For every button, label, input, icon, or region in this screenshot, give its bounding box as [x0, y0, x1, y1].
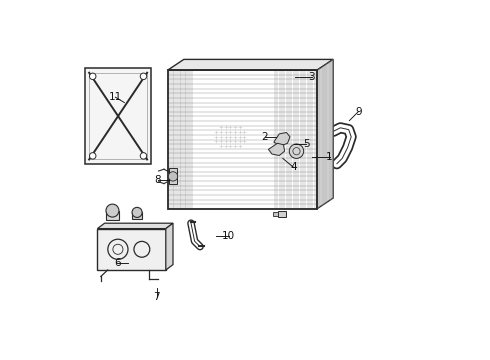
- Text: 2: 2: [262, 132, 268, 142]
- Text: 10: 10: [222, 231, 235, 241]
- Text: 3: 3: [308, 72, 315, 82]
- Text: 11: 11: [109, 92, 122, 102]
- Bar: [278, 211, 286, 217]
- Text: 6: 6: [114, 258, 121, 268]
- Circle shape: [90, 73, 96, 80]
- Bar: [168, 70, 317, 209]
- Bar: [98, 229, 166, 270]
- Polygon shape: [317, 59, 333, 209]
- Circle shape: [140, 153, 147, 159]
- Bar: [170, 168, 176, 184]
- Polygon shape: [269, 143, 285, 156]
- Polygon shape: [98, 223, 173, 229]
- Text: 1: 1: [326, 152, 333, 162]
- Circle shape: [90, 153, 96, 159]
- Circle shape: [106, 204, 119, 217]
- Bar: [132, 212, 142, 219]
- Text: 9: 9: [355, 107, 362, 117]
- Text: 5: 5: [303, 139, 310, 149]
- Bar: [106, 211, 119, 220]
- Polygon shape: [274, 132, 290, 146]
- Bar: [89, 73, 147, 159]
- Circle shape: [140, 73, 147, 80]
- Bar: [168, 70, 317, 209]
- Bar: [85, 68, 151, 164]
- Text: 7: 7: [153, 292, 160, 302]
- Circle shape: [169, 172, 178, 181]
- Text: 8: 8: [154, 175, 161, 185]
- Text: 4: 4: [290, 162, 297, 172]
- Polygon shape: [168, 59, 333, 70]
- Polygon shape: [166, 223, 173, 270]
- Circle shape: [132, 207, 142, 217]
- Circle shape: [289, 144, 304, 158]
- Bar: [273, 212, 278, 216]
